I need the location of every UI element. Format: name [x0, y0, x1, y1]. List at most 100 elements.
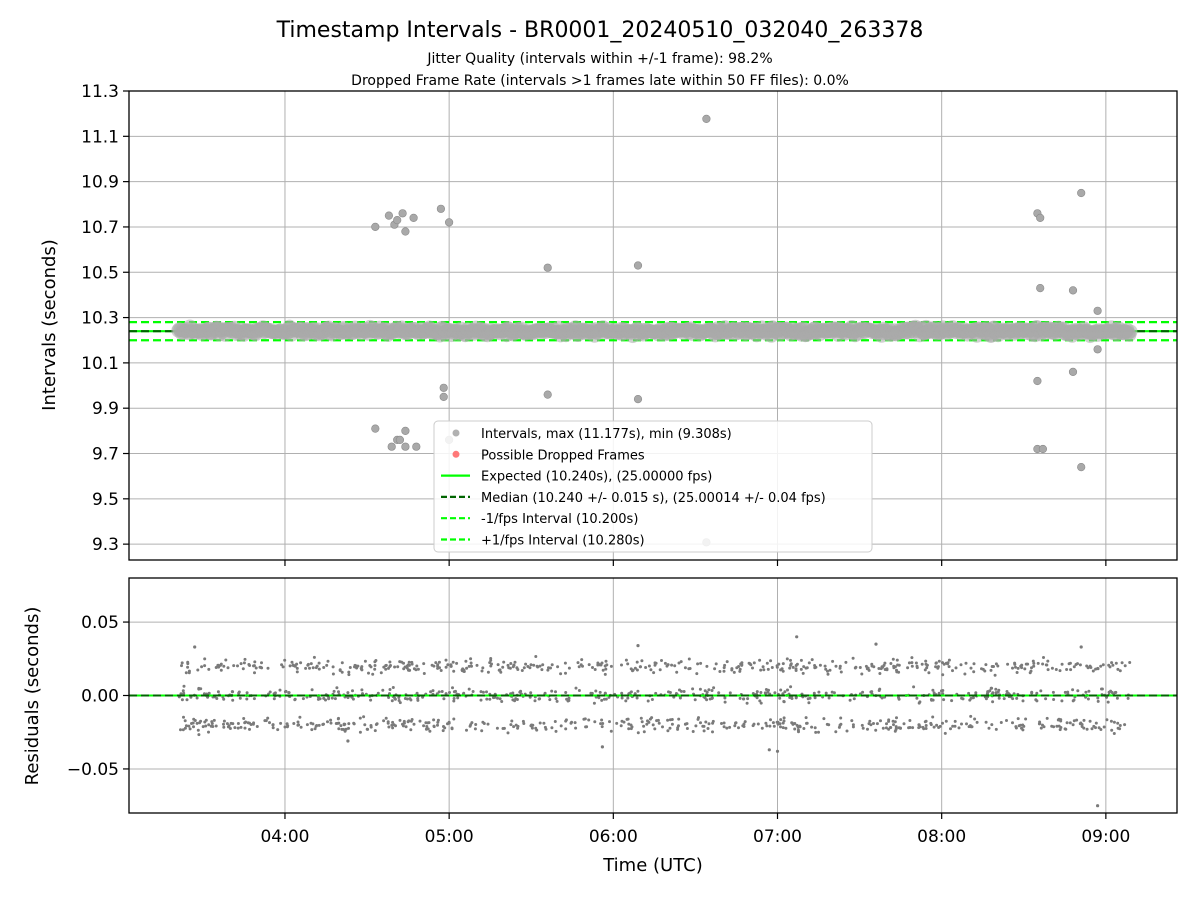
residual-point [972, 662, 976, 666]
residual-point [780, 667, 784, 671]
residual-point [201, 725, 205, 729]
residual-point [732, 670, 736, 674]
residual-point [602, 697, 606, 701]
residual-point [766, 690, 770, 694]
residual-point [407, 663, 411, 667]
residual-point [887, 718, 891, 722]
residual-point [520, 669, 524, 672]
residual-point [844, 660, 848, 664]
interval-outlier-point [633, 395, 643, 404]
interval-outlier-point [387, 442, 396, 451]
residual-point [181, 689, 185, 693]
residual-point [283, 658, 287, 662]
residual-point [879, 667, 883, 671]
residual-point [1060, 662, 1064, 666]
residual-point [219, 668, 223, 672]
residual-point [878, 672, 882, 675]
residual-point [295, 670, 299, 674]
top-interval-points [171, 114, 1138, 547]
residual-point [296, 720, 300, 724]
residual-point [580, 658, 584, 662]
residual-point [391, 726, 395, 730]
residual-point [636, 689, 640, 693]
residual-point [1014, 726, 1018, 730]
residual-point [398, 718, 402, 722]
residual-point [500, 700, 504, 703]
residual-point [943, 731, 947, 735]
residual-point [782, 716, 786, 720]
residual-point [184, 671, 188, 675]
residual-point [437, 690, 441, 694]
residual-point [252, 697, 256, 701]
residual-point [973, 717, 977, 721]
residual-point [895, 716, 898, 720]
residual-point [801, 671, 805, 675]
residual-point [226, 725, 230, 729]
residual-point [322, 696, 326, 700]
residual-point [825, 722, 829, 726]
residual-point [183, 726, 187, 730]
residual-point [452, 697, 456, 700]
x-tick-label: 05:00 [425, 827, 474, 847]
residual-point [625, 717, 629, 721]
top-y-tick-label: 9.7 [92, 445, 119, 465]
residual-point [627, 727, 631, 731]
residual-point [759, 691, 763, 694]
residual-point [550, 726, 554, 730]
residual-point [1116, 721, 1120, 725]
residual-point [367, 671, 370, 675]
residual-point [574, 726, 578, 730]
residual-point [228, 727, 232, 730]
residual-point [535, 728, 539, 732]
residual-point [563, 661, 567, 665]
residual-point [852, 697, 856, 701]
residual-point [437, 660, 441, 664]
residual-point [961, 697, 965, 701]
legend-entry-label: -1/fps Interval (10.200s) [481, 512, 638, 527]
residual-point [704, 720, 708, 724]
residual-point [591, 666, 594, 669]
residual-point [260, 661, 263, 665]
residual-point [705, 664, 709, 668]
residual-point [990, 686, 994, 690]
residual-point [577, 665, 581, 669]
residual-point [712, 686, 716, 690]
residual-point [379, 671, 383, 675]
residual-point [997, 696, 1001, 700]
residual-point [329, 718, 333, 722]
residual-point [804, 716, 808, 720]
residual-point [888, 726, 892, 730]
residual-point [444, 665, 448, 669]
residual-point [984, 663, 988, 667]
residual-point [418, 719, 422, 723]
residual-point [987, 726, 991, 730]
residual-point [786, 688, 789, 692]
residual-point [793, 727, 797, 731]
residual-point [268, 721, 271, 725]
residual-point [506, 731, 510, 735]
residual-point [183, 719, 187, 723]
residual-point [196, 728, 200, 732]
x-axis-label: Time (UTC) [602, 855, 703, 876]
residual-point [446, 663, 450, 667]
residual-point [639, 665, 642, 669]
bottom-y-axis-label: Residuals (seconds) [22, 607, 43, 786]
residual-extreme-point [600, 745, 605, 749]
residual-point [777, 662, 781, 666]
residual-point [407, 668, 411, 672]
residual-point [758, 658, 762, 662]
residual-point [1074, 663, 1078, 666]
residual-point [934, 665, 938, 669]
residual-point [710, 697, 714, 700]
residual-point [917, 723, 921, 727]
residual-point [316, 697, 320, 701]
residual-point [335, 686, 339, 690]
residual-point [569, 721, 573, 725]
residual-point [924, 659, 928, 663]
residual-point [573, 721, 577, 725]
interval-outlier-point [436, 204, 446, 213]
residual-point [1071, 688, 1075, 692]
residual-point [416, 667, 420, 671]
residual-point [331, 672, 335, 676]
residual-point [642, 724, 646, 728]
